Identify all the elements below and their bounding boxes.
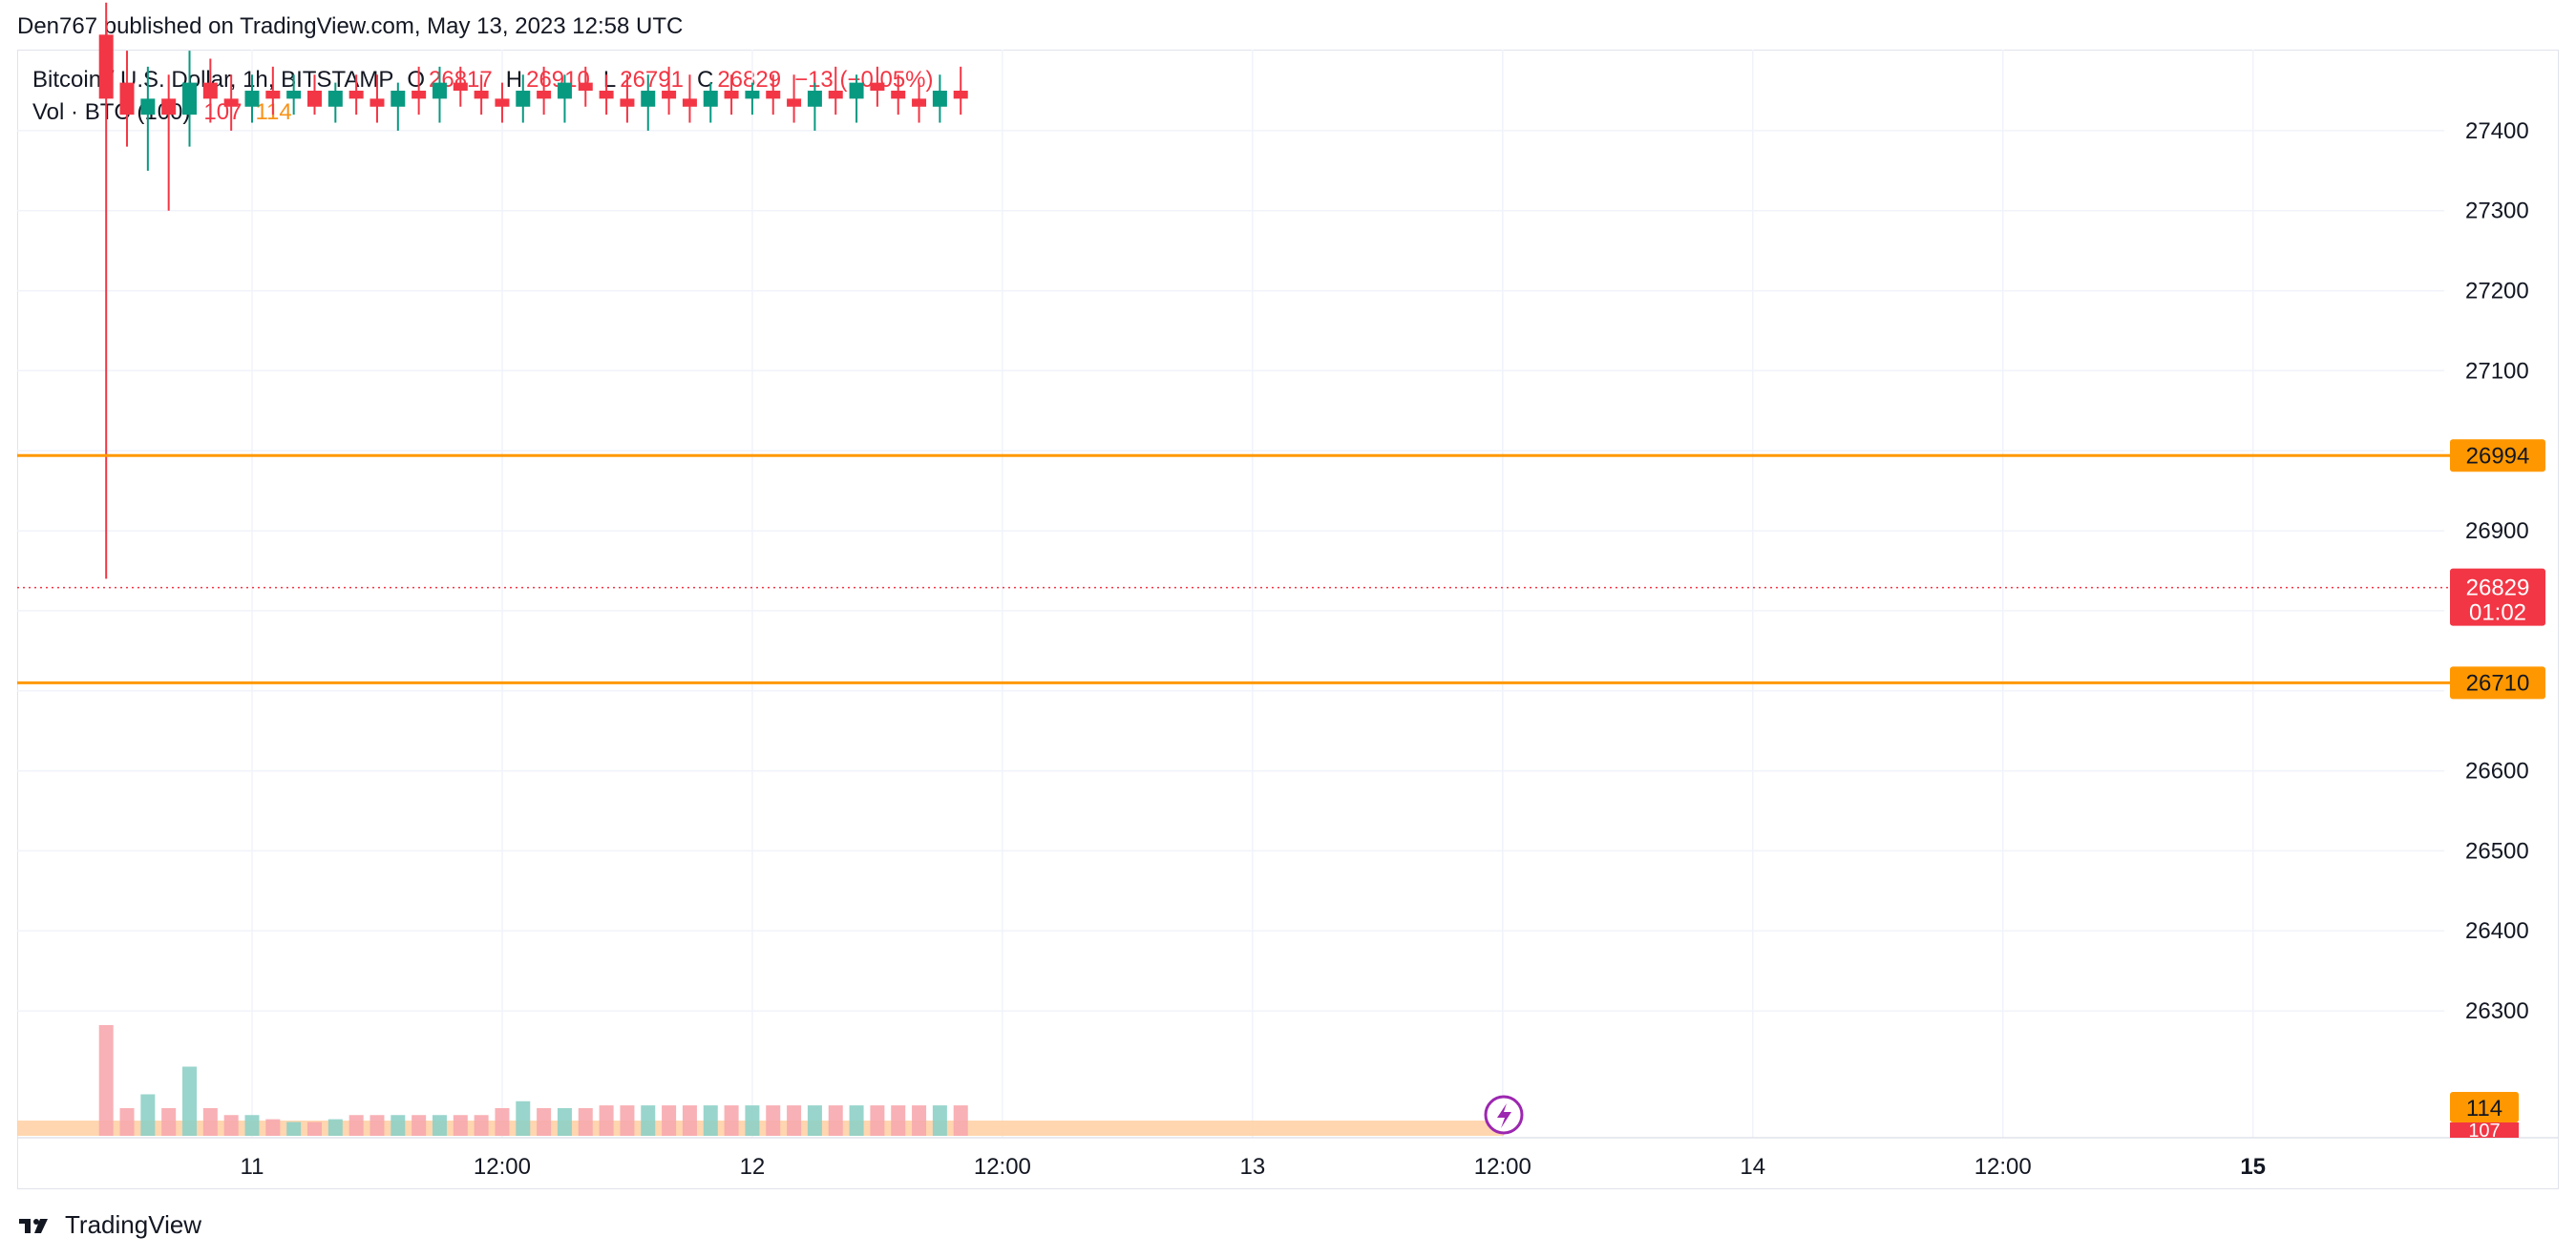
symbol-name[interactable]: Bitcoin / U.S. Dollar, 1h, BITSTAMP [32, 67, 394, 93]
open-key: O [407, 67, 426, 93]
high-value: 26910 [526, 67, 590, 93]
volume-legend: Vol · BTC (100) 107 114 [32, 99, 306, 126]
low-key: L [602, 67, 617, 93]
volume-ma-value: 114 [255, 99, 292, 125]
footer: TradingView [17, 1210, 201, 1240]
close-key: C [696, 67, 714, 93]
symbol-legend: Bitcoin / U.S. Dollar, 1h, BITSTAMP O 2681… [32, 67, 947, 94]
chart-frame [17, 50, 2559, 1189]
footer-brand[interactable]: TradingView [65, 1210, 202, 1239]
volume-label[interactable]: Vol · BTC (100) [32, 99, 191, 125]
open-value: 26817 [429, 67, 493, 93]
low-value: 26791 [620, 67, 684, 93]
close-value: 26829 [717, 67, 782, 93]
tradingview-logo-icon [19, 1218, 48, 1233]
high-key: H [505, 67, 523, 93]
publish-line: Den767 published on TradingView.com, May… [17, 13, 684, 39]
change-value: −13 (−0.05%) [794, 67, 934, 93]
volume-value: 107 [203, 99, 243, 125]
